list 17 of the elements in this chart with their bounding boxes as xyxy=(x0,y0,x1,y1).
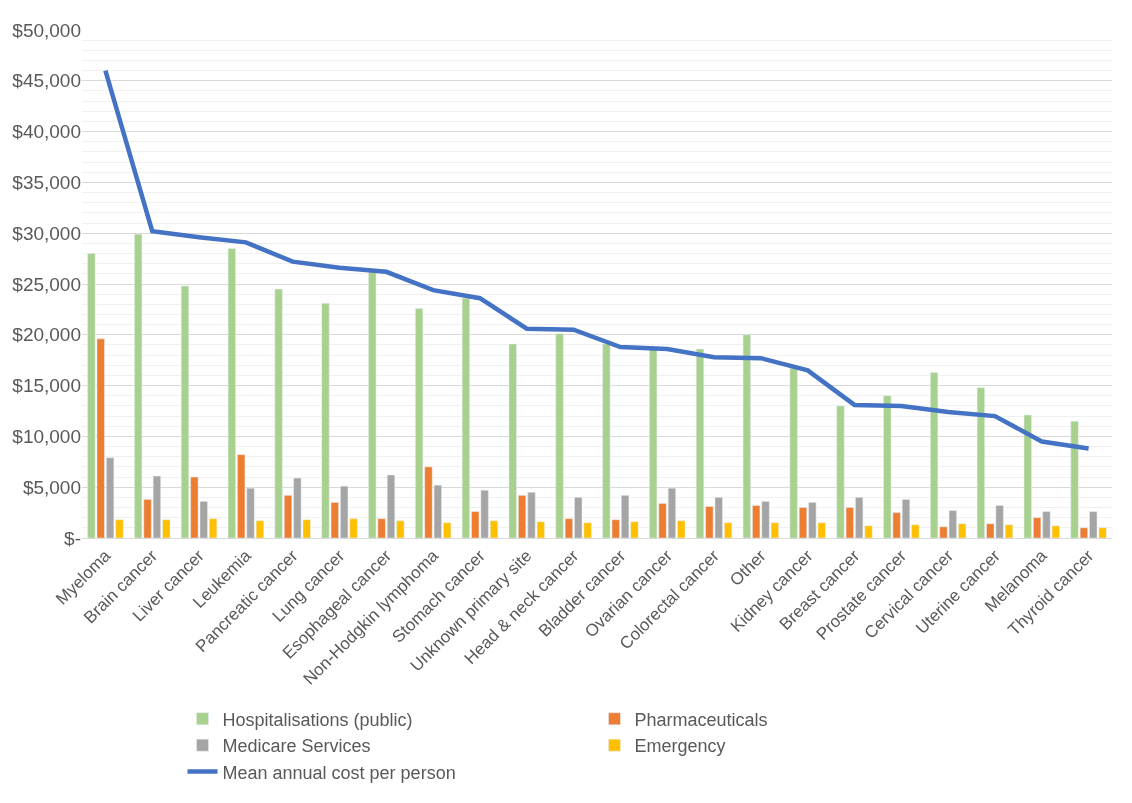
legend-label: Hospitalisations (public) xyxy=(222,709,413,730)
y-tick-label: $30,000 xyxy=(12,222,81,244)
y-tick-label: $- xyxy=(64,527,81,549)
y-tick-label: $50,000 xyxy=(12,19,81,41)
line-series xyxy=(103,68,1091,451)
legend-label: Mean annual cost per person xyxy=(222,762,456,783)
y-tick-label: $40,000 xyxy=(12,121,81,143)
y-tick-label: $35,000 xyxy=(12,172,81,194)
y-tick-label: $45,000 xyxy=(12,70,81,92)
y-tick-label: $10,000 xyxy=(12,426,81,448)
y-tick-label: $5,000 xyxy=(22,476,81,498)
legend-label: Emergency xyxy=(634,736,726,757)
legend-label: Medicare Services xyxy=(222,736,371,757)
legend-label: Pharmaceuticals xyxy=(634,709,768,730)
y-tick-label: $25,000 xyxy=(12,273,81,295)
y-tick-label: $20,000 xyxy=(12,324,81,346)
y-tick-label: $15,000 xyxy=(12,375,81,397)
